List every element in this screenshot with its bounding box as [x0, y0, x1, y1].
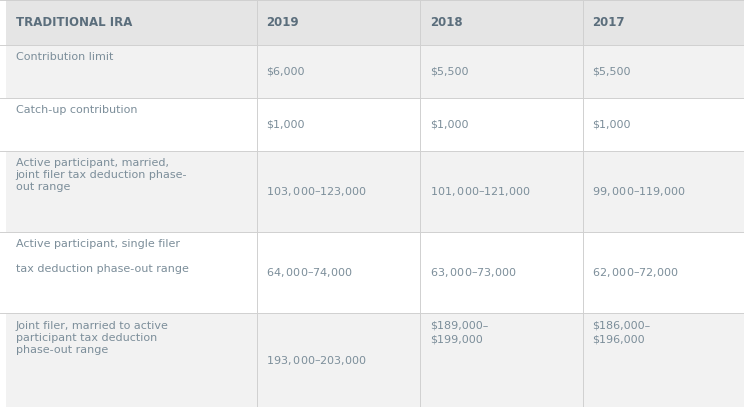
- Text: $199,000: $199,000: [430, 334, 483, 344]
- Text: $1,000: $1,000: [430, 119, 469, 129]
- Bar: [583, 45, 744, 98]
- Text: 2019: 2019: [266, 16, 299, 29]
- Bar: [420, 0, 583, 45]
- Text: $1,000: $1,000: [266, 119, 305, 129]
- Text: 2018: 2018: [430, 16, 463, 29]
- Text: $63,000–$73,000: $63,000–$73,000: [430, 266, 517, 279]
- Bar: [583, 151, 744, 232]
- Bar: [257, 0, 420, 45]
- Bar: [583, 98, 744, 151]
- Bar: [257, 98, 420, 151]
- Text: phase-out range: phase-out range: [16, 345, 108, 355]
- Text: participant tax deduction: participant tax deduction: [16, 333, 157, 343]
- Text: Active participant, single filer: Active participant, single filer: [16, 239, 179, 249]
- Text: $101,000–$121,000: $101,000–$121,000: [430, 185, 531, 198]
- Bar: [420, 232, 583, 313]
- Bar: [257, 232, 420, 313]
- Text: $64,000–$74,000: $64,000–$74,000: [266, 266, 353, 279]
- Bar: [257, 151, 420, 232]
- Bar: [257, 313, 420, 407]
- Bar: [583, 313, 744, 407]
- Text: tax deduction phase-out range: tax deduction phase-out range: [16, 264, 188, 274]
- Bar: [6, 151, 257, 232]
- Bar: [257, 45, 420, 98]
- Bar: [6, 45, 257, 98]
- Text: $5,500: $5,500: [430, 66, 469, 76]
- Bar: [583, 232, 744, 313]
- Text: $99,000–$119,000: $99,000–$119,000: [592, 185, 686, 198]
- Text: $186,000–: $186,000–: [592, 321, 650, 331]
- Bar: [420, 313, 583, 407]
- Bar: [6, 0, 257, 45]
- Text: Active participant, married,: Active participant, married,: [16, 158, 169, 168]
- Text: $193,000–$203,000: $193,000–$203,000: [266, 354, 368, 367]
- Text: joint filer tax deduction phase-: joint filer tax deduction phase-: [16, 170, 187, 180]
- Text: $189,000–: $189,000–: [430, 321, 488, 331]
- Bar: [420, 45, 583, 98]
- Text: out range: out range: [16, 182, 70, 193]
- Text: Contribution limit: Contribution limit: [16, 52, 113, 62]
- Bar: [420, 151, 583, 232]
- Bar: [583, 0, 744, 45]
- Text: $196,000: $196,000: [592, 334, 645, 344]
- Bar: [6, 232, 257, 313]
- Text: $6,000: $6,000: [266, 66, 305, 76]
- Text: Joint filer, married to active: Joint filer, married to active: [16, 321, 168, 331]
- Text: $1,000: $1,000: [592, 119, 631, 129]
- Bar: [6, 313, 257, 407]
- Text: 2017: 2017: [592, 16, 625, 29]
- Bar: [6, 98, 257, 151]
- Text: Catch-up contribution: Catch-up contribution: [16, 105, 137, 115]
- Text: $5,500: $5,500: [592, 66, 631, 76]
- Text: TRADITIONAL IRA: TRADITIONAL IRA: [16, 16, 132, 29]
- Text: $103,000–$123,000: $103,000–$123,000: [266, 185, 368, 198]
- Bar: [420, 98, 583, 151]
- Text: $62,000–$72,000: $62,000–$72,000: [592, 266, 679, 279]
